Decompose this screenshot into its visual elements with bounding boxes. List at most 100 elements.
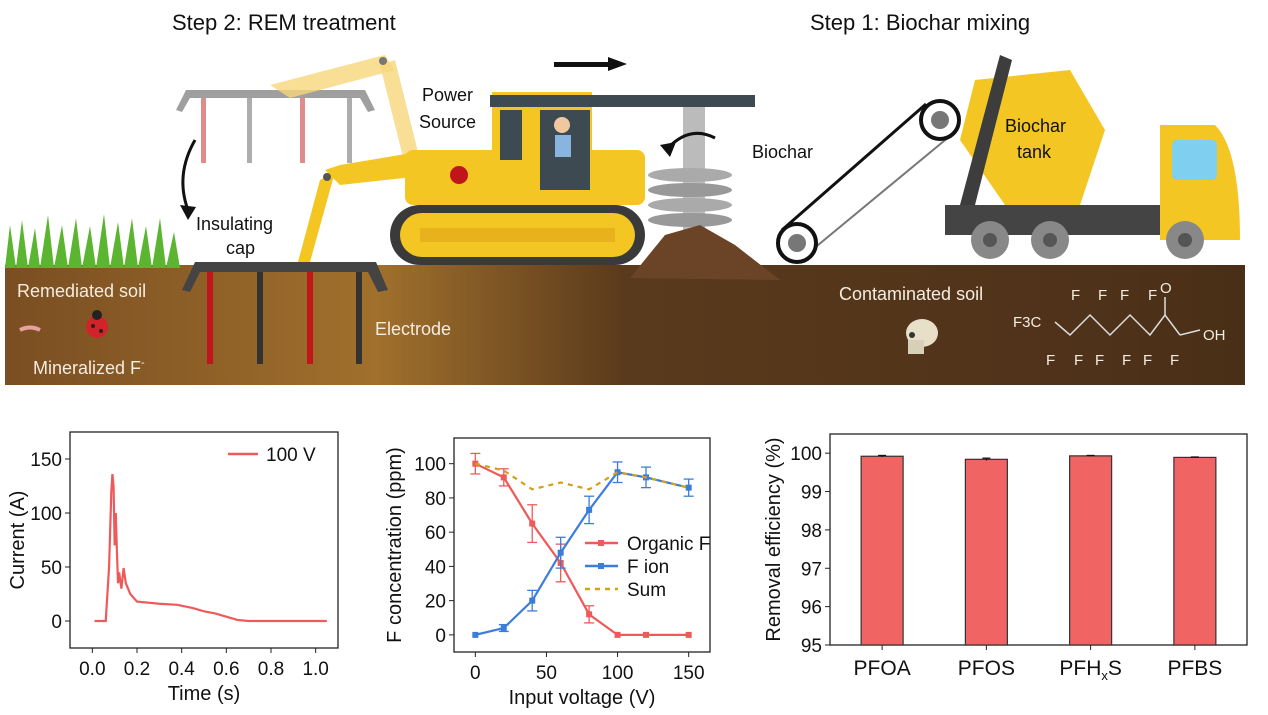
electrode-label: Electrode (375, 319, 451, 339)
bar-pfoa (860, 455, 904, 646)
direction-arrow-icon (554, 57, 627, 71)
organic-f-marker (685, 631, 692, 638)
y-axis-label: F concentration (ppm) (384, 447, 406, 643)
x-tick-label: 0.2 (124, 659, 150, 680)
y-tick-label: 20 (425, 592, 446, 613)
current-chart: 0.0 0.2 0.4 0.6 0.8 1.0 0 50 100 150 Time (s) Curre… (7, 431, 339, 705)
f-ion-marker (643, 474, 649, 481)
x-tick-label: 150 (673, 663, 705, 684)
biochar-tank-label-2: tank (1017, 142, 1052, 162)
lowering-arrow-icon (181, 139, 197, 211)
svg-text:F: F (1095, 352, 1104, 369)
remediated-soil-label: Remediated soil (17, 281, 146, 301)
biochar-label: Biochar (752, 142, 813, 162)
x-tick-label: 100 (602, 663, 634, 684)
x-tick-label: 0 (470, 663, 481, 684)
y-tick-label: 80 (425, 489, 446, 510)
f-ion-marker (586, 506, 593, 513)
insulating-cap-label: Insulating (196, 214, 273, 234)
y-tick-label: 40 (425, 557, 446, 578)
y-tick-label: 97 (801, 559, 822, 580)
crawler-machine (390, 92, 755, 265)
y-tick-label: 0 (51, 612, 62, 633)
mixer-truck (945, 55, 1240, 259)
legend-label: Organic F (627, 534, 710, 555)
svg-text:F: F (1074, 352, 1083, 369)
y-tick-label: 100 (790, 444, 822, 465)
svg-text:F: F (1071, 287, 1080, 304)
soil-mound (630, 225, 780, 280)
category-label-pfbs: PFBS (1167, 657, 1222, 680)
molecule-o: O (1160, 280, 1172, 297)
organic-f-marker (586, 611, 593, 618)
sum-line (475, 462, 689, 491)
organic-f-marker (614, 631, 621, 638)
category-label-pfoa: PFOA (854, 657, 911, 680)
f-ion-marker (500, 625, 507, 632)
bar-pfos (964, 458, 1008, 646)
y-tick-label: 0 (435, 626, 446, 647)
f-ion-marker (472, 631, 479, 638)
x-tick-label: 1.0 (302, 659, 328, 680)
f-ion-marker (529, 597, 536, 604)
svg-text:F: F (1120, 287, 1129, 304)
organic-f-line (474, 462, 689, 636)
y-tick-label: 100 (30, 504, 62, 525)
x-tick-label: 0.6 (213, 659, 239, 680)
arrowhead-icon (180, 205, 196, 220)
raised-electrode-assembly (176, 90, 375, 163)
y-tick-label: 50 (41, 558, 62, 579)
category-label-pfos: PFOS (958, 657, 1015, 680)
y-axis-label: Current (A) (7, 491, 29, 590)
plot-frame (453, 437, 711, 653)
svg-text:F: F (1143, 352, 1152, 369)
y-tick-label: 96 (801, 598, 822, 619)
f-ion-line (475, 471, 689, 636)
f-ion-marker (614, 469, 621, 476)
x-tick-label: 0.0 (79, 659, 105, 680)
y-tick-label: 95 (801, 636, 822, 657)
f-ion-marker (685, 484, 692, 491)
pfoa-molecule (1054, 297, 1201, 337)
organic-f-marker (472, 460, 479, 467)
biochar-tank-label: Biochar (1005, 116, 1066, 136)
category-label-pfhxs: PFHxS (1059, 657, 1122, 683)
grass (5, 214, 180, 268)
f-ion-marker (557, 549, 564, 556)
step2-title: Step 2: REM treatment (172, 10, 396, 35)
svg-text:F: F (1122, 352, 1131, 369)
svg-text:F: F (1170, 352, 1179, 369)
bar-pfbs (1173, 456, 1217, 646)
svg-text:F: F (1148, 287, 1157, 304)
electrode-assembly (182, 262, 388, 364)
y-tick-label: 60 (425, 523, 446, 544)
excavator-arm (270, 55, 430, 262)
bar-pfhxs (1069, 455, 1113, 646)
organic-f-marker (529, 520, 536, 527)
concentration-chart: 0 50 100 150 0 20 40 60 80 100 Input voltage (V) F … (384, 437, 711, 709)
mineralized-f-label: Mineralized F- (33, 357, 145, 378)
organic-f-marker (500, 474, 507, 481)
plot-frame (69, 431, 339, 649)
organic-f-marker (557, 559, 564, 566)
x-axis-label: Time (s) (168, 683, 241, 705)
molecule-oh: OH (1203, 327, 1226, 344)
power-source-label: Power (422, 85, 473, 105)
step1-title: Step 1: Biochar mixing (810, 10, 1030, 35)
organic-f-marker (643, 631, 649, 638)
auger (648, 107, 732, 237)
insulating-cap-label-2: cap (226, 238, 255, 258)
worm-icon (19, 325, 41, 332)
skull-icon (906, 319, 938, 354)
x-tick-label: 50 (536, 663, 557, 684)
y-tick-label: 100 (414, 455, 446, 476)
legend-label: Sum (627, 580, 666, 601)
plot-frame (829, 433, 1248, 646)
molecule-f3c: F3C (1013, 314, 1042, 331)
legend-label: F ion (627, 557, 669, 578)
legend-marker (598, 540, 604, 546)
ladybug-icon (86, 310, 108, 338)
legend-label: 100 V (266, 445, 316, 466)
svg-text:F: F (1098, 287, 1107, 304)
